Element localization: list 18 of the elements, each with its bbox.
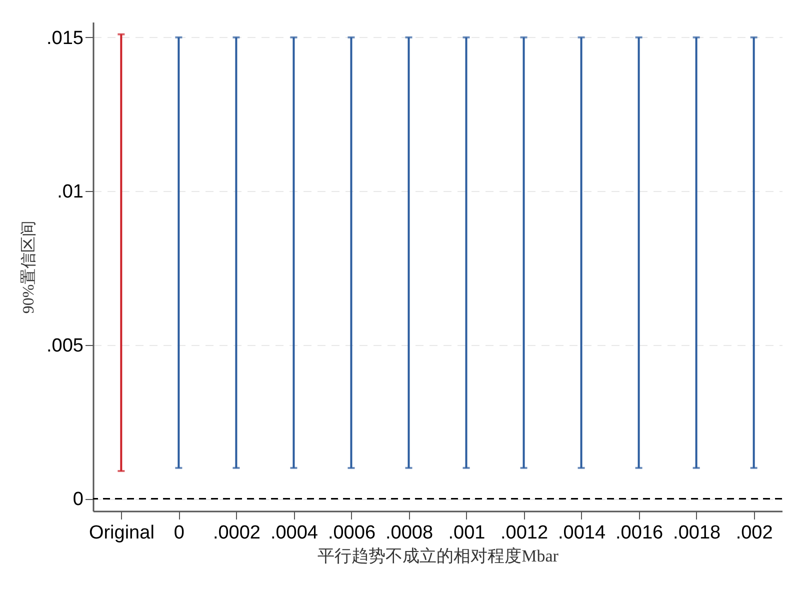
x-tick-label: .0016: [616, 522, 664, 544]
x-tick-label: .0014: [558, 522, 606, 544]
x-tick-label: .002: [736, 522, 773, 544]
x-axis-title: 平行趋势不成立的相对程度Mbar: [318, 546, 559, 566]
y-axis-title: 90%置信区间: [20, 220, 38, 314]
x-tick-label: .0008: [385, 522, 434, 544]
x-tick-label: .001: [448, 522, 486, 544]
x-tick-label: .0004: [270, 522, 318, 544]
y-tick-label: 0: [72, 489, 84, 510]
x-tick-label: .0006: [328, 522, 376, 544]
y-tick-label: .01: [57, 182, 84, 203]
x-tick-label: Original: [88, 522, 154, 544]
y-tick-label: .015: [46, 28, 84, 49]
x-tick-label: .0012: [500, 522, 548, 544]
x-tick-label: .0018: [673, 522, 721, 544]
x-tick-label: .0002: [212, 522, 260, 544]
y-tick-label: .005: [46, 335, 84, 356]
x-tick-label: 0: [174, 522, 184, 544]
